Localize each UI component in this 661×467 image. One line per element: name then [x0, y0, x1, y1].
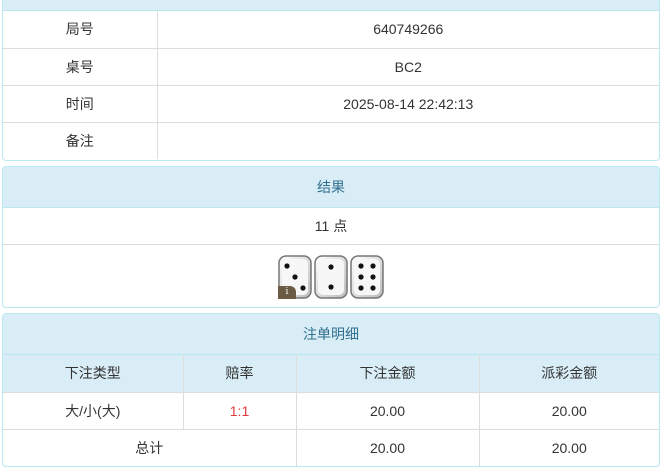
- die-6: [350, 255, 384, 299]
- total-payout: 20.00: [479, 428, 659, 466]
- remark-value: [157, 121, 659, 159]
- odds: 1:1: [183, 391, 297, 429]
- bet-amount: 20.00: [296, 391, 480, 429]
- payout: 20.00: [479, 391, 659, 429]
- total-amount: 20.00: [296, 428, 480, 466]
- row-label: 时间: [3, 84, 158, 122]
- result-points: 11 点: [3, 208, 659, 245]
- row-label: 桌号: [3, 47, 158, 85]
- table-header-row: 下注类型 赔率 下注金额 派彩金额: [3, 355, 659, 392]
- info-badge-icon[interactable]: i: [278, 286, 296, 299]
- die-2: [314, 255, 348, 299]
- die-3: i: [278, 255, 312, 299]
- round-info-panel: 局号 640749266 桌号 BC2 时间 2025-08-14 22:42:13 …: [2, 0, 660, 161]
- col-bet-type: 下注类型: [3, 355, 184, 392]
- bet-details-panel: 注单明细 下注类型 赔率 下注金额 派彩金额 大/小(大) 1:1 20.00 …: [2, 313, 660, 467]
- table-row: 局号 640749266: [3, 11, 659, 48]
- bet-details-title: 注单明细: [3, 314, 659, 355]
- col-odds: 赔率: [183, 355, 297, 392]
- round-info-header: [3, 0, 659, 11]
- time-value: 2025-08-14 22:42:13: [157, 84, 659, 122]
- table-row: 时间 2025-08-14 22:42:13: [3, 84, 659, 122]
- round-number: 640749266: [373, 21, 444, 38]
- row-label: 局号: [3, 11, 158, 48]
- row-label: 备注: [3, 121, 158, 159]
- total-label: 总计: [3, 428, 297, 466]
- col-bet-amount: 下注金额: [296, 355, 480, 392]
- bet-type: 大/小(大): [3, 391, 184, 429]
- dice-row: i: [3, 245, 659, 307]
- total-row: 总计 20.00 20.00: [3, 428, 659, 466]
- result-title: 结果: [3, 167, 659, 208]
- col-payout: 派彩金额: [479, 355, 659, 392]
- table-row: 大/小(大) 1:1 20.00 20.00: [3, 391, 659, 429]
- table-number: BC2: [157, 47, 659, 85]
- result-panel: 结果 11 点 i: [2, 166, 660, 308]
- table-row: 备注: [3, 121, 659, 159]
- table-row: 桌号 BC2: [3, 47, 659, 85]
